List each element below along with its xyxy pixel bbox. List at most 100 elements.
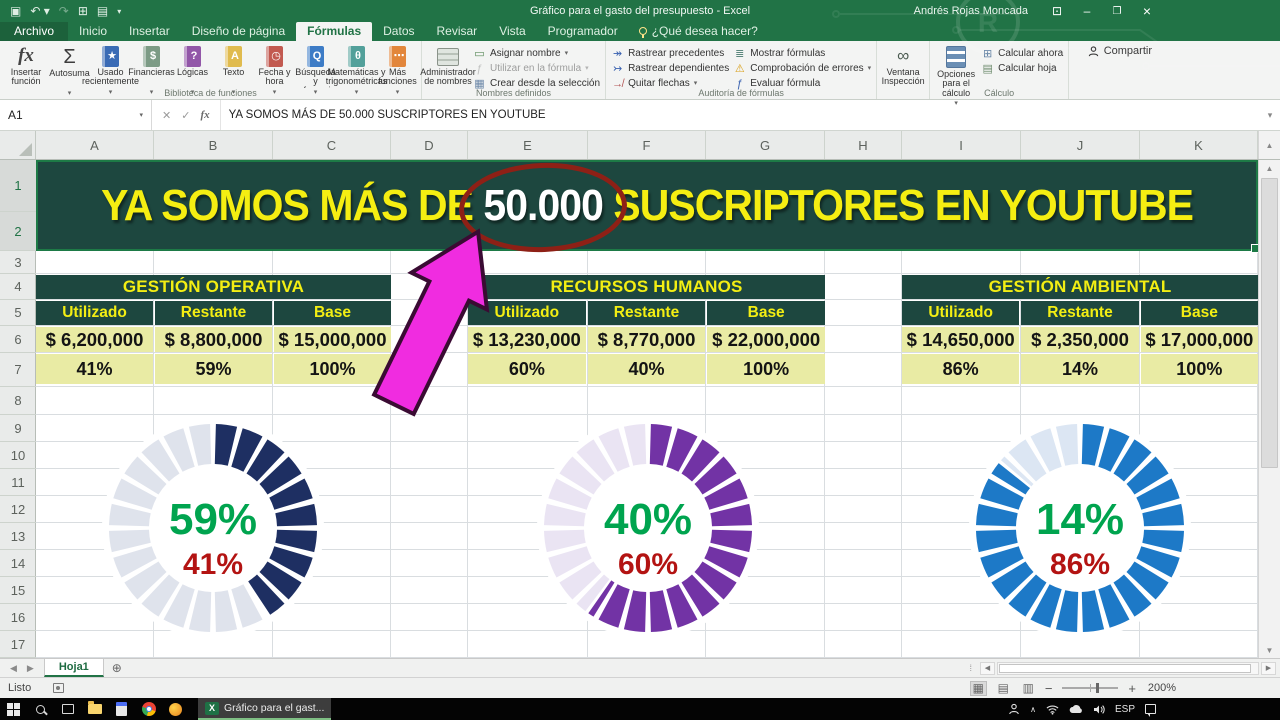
- table-amount-cell[interactable]: $ 22,000,000: [707, 327, 825, 352]
- row-header-9[interactable]: 9: [0, 415, 36, 442]
- row-header-8[interactable]: 8: [0, 387, 36, 415]
- donut-chart-3[interactable]: 14%86%: [964, 412, 1196, 644]
- ribbon-button-logical[interactable]: ? Lógicas ▾: [172, 44, 213, 96]
- view-page-layout-icon[interactable]: ▤: [997, 681, 1009, 695]
- scrollbar-resize-dots[interactable]: ⁞: [969, 663, 972, 673]
- language-indicator[interactable]: ESP: [1114, 703, 1135, 715]
- row-header-14[interactable]: 14: [0, 550, 36, 577]
- expand-formula-bar-icon[interactable]: ▾: [1267, 109, 1273, 120]
- column-header-i[interactable]: I: [902, 131, 1021, 159]
- table-amount-cell[interactable]: $ 14,650,000: [902, 327, 1020, 352]
- ribbon-button-trace-dependents[interactable]: ↣ Rastrear dependientes: [612, 62, 730, 75]
- table-percent-cell[interactable]: 86%: [902, 354, 1020, 384]
- table-percent-cell[interactable]: 100%: [274, 354, 391, 384]
- row-header-16[interactable]: 16: [0, 604, 36, 631]
- ribbon-button-calculate-sheet[interactable]: ▤ Calcular hoja: [982, 62, 1057, 75]
- zoom-level[interactable]: 200%: [1147, 682, 1176, 694]
- row-header-2[interactable]: 2: [0, 212, 36, 251]
- table-percent-cell[interactable]: 100%: [707, 354, 825, 384]
- ribbon-button-text[interactable]: A Texto ▾: [213, 44, 254, 96]
- wifi-icon[interactable]: [1046, 704, 1059, 715]
- view-page-break-icon[interactable]: ▥: [1022, 681, 1034, 695]
- table-amount-cell[interactable]: $ 17,000,000: [1140, 327, 1258, 352]
- ribbon-button-watch-window[interactable]: ∞ Ventana Inspección: [881, 46, 925, 87]
- ribbon-button-error-checking[interactable]: ⚠ Comprobación de errores ▾: [734, 62, 872, 75]
- ribbon-button-recently-used[interactable]: ★ Usado recientemente ▾: [82, 44, 139, 96]
- ribbon-button-evaluate-formula[interactable]: ƒ Evaluar fórmula: [731, 77, 873, 90]
- row-header-6[interactable]: 6: [0, 326, 36, 353]
- close-button[interactable]: ×: [1142, 3, 1152, 19]
- row-header-4[interactable]: 4: [0, 274, 36, 300]
- scroll-right-icon[interactable]: ▶: [1261, 661, 1276, 675]
- row-header-7[interactable]: 7: [0, 353, 36, 387]
- task-view-button[interactable]: [54, 698, 81, 720]
- table-percent-cell[interactable]: 60%: [468, 354, 586, 384]
- row-header-1[interactable]: 1: [0, 160, 36, 212]
- scroll-up-icon[interactable]: ▲: [1258, 131, 1280, 159]
- calculator-button[interactable]: [108, 698, 135, 720]
- ribbon-button-define-name[interactable]: ▭ Asignar nombre ▾: [474, 47, 569, 60]
- table-amount-cell[interactable]: $ 8,770,000: [587, 327, 706, 352]
- tab-vista[interactable]: Vista: [499, 24, 526, 38]
- sheet-nav-next-icon[interactable]: ▶: [26, 662, 34, 673]
- column-header-h[interactable]: H: [825, 131, 902, 159]
- enter-formula-icon[interactable]: ✓: [181, 109, 191, 122]
- restore-button[interactable]: ❐: [1112, 5, 1122, 17]
- table-amount-cell[interactable]: $ 2,350,000: [1021, 327, 1139, 352]
- redo-button[interactable]: ↷: [58, 4, 69, 18]
- ribbon-button-financial[interactable]: $ Financieras ▾: [128, 44, 175, 96]
- start-button[interactable]: [0, 698, 27, 720]
- file-explorer-button[interactable]: [81, 698, 108, 720]
- column-header-k[interactable]: K: [1140, 131, 1258, 159]
- vertical-scrollbar[interactable]: ▲ ▼: [1258, 160, 1280, 658]
- onedrive-cloud-icon[interactable]: [1069, 704, 1083, 714]
- zoom-out-icon[interactable]: −: [1044, 680, 1053, 696]
- donut-chart-2[interactable]: 40%60%: [532, 412, 764, 644]
- formula-input[interactable]: YA SOMOS MÁS DE 50.000 SUSCRIPTORES EN Y…: [228, 109, 546, 121]
- ribbon-button-math-trig[interactable]: θ Matemáticas y trigonométricas ▾: [326, 44, 387, 96]
- row-header-3[interactable]: 3: [0, 251, 36, 274]
- sheet-tab-hoja1[interactable]: Hoja1: [43, 659, 104, 677]
- minimize-button[interactable]: –: [1083, 4, 1091, 18]
- tab-programador[interactable]: Programador: [547, 24, 618, 38]
- ribbon-button-date-time[interactable]: ◷ Fecha y hora ▾: [254, 44, 295, 96]
- ribbon-button-create-from-selection[interactable]: ▦ Crear desde la selección: [474, 77, 601, 90]
- taskbar-search-button[interactable]: [27, 698, 54, 720]
- app-button[interactable]: [162, 698, 189, 720]
- zoom-slider[interactable]: [1062, 683, 1119, 693]
- ribbon-button-use-in-formula[interactable]: ƒ Utilizar en la fórmula ▾: [471, 62, 602, 75]
- column-header-e[interactable]: E: [468, 131, 588, 159]
- column-header-a[interactable]: A: [36, 131, 154, 159]
- horizontal-scroll-thumb[interactable]: [999, 663, 1251, 673]
- table-percent-cell[interactable]: 59%: [155, 354, 272, 384]
- scroll-up-icon[interactable]: ▲: [1259, 160, 1280, 176]
- row-header-17[interactable]: 17: [0, 631, 36, 658]
- ribbon-button-more-functions[interactable]: ⋯ Más funciones ▾: [377, 44, 418, 96]
- ribbon-button-show-formulas[interactable]: ≣ Mostrar fórmulas: [735, 47, 826, 60]
- share-button[interactable]: Compartir: [1088, 45, 1152, 57]
- people-tray-icon[interactable]: [1008, 703, 1020, 715]
- table-amount-cell[interactable]: $ 13,230,000: [468, 327, 586, 352]
- vertical-scroll-thumb[interactable]: [1261, 178, 1278, 468]
- new-sheet-button[interactable]: ⊕: [111, 661, 122, 675]
- column-header-d[interactable]: D: [391, 131, 468, 159]
- tab-inicio[interactable]: Inicio: [79, 24, 108, 38]
- donut-chart-1[interactable]: 59%41%: [97, 412, 329, 644]
- hidden-icons-chevron[interactable]: ∧: [1030, 704, 1036, 714]
- zoom-slider-thumb[interactable]: [1096, 683, 1100, 693]
- column-header-c[interactable]: C: [273, 131, 391, 159]
- clipboard-quick-icon[interactable]: ▤: [96, 4, 109, 18]
- banner-cell-a1[interactable]: YA SOMOS MÁS DE 50.000 SUSCRIPTORES EN Y…: [36, 160, 1258, 253]
- row-header-13[interactable]: 13: [0, 523, 36, 550]
- ribbon-button-trace-precedents[interactable]: ↠ Rastrear precedentes: [612, 47, 725, 60]
- view-normal-icon[interactable]: ▦: [969, 680, 987, 696]
- sheet-nav-prev-icon[interactable]: ◀: [10, 662, 17, 673]
- name-box[interactable]: A1 ▾: [0, 100, 152, 130]
- insert-function-icon[interactable]: fx: [200, 109, 210, 121]
- tab-revisar[interactable]: Revisar: [436, 24, 478, 38]
- table-amount-cell[interactable]: $ 8,800,000: [155, 327, 272, 352]
- ribbon-button-calculate-now[interactable]: ⊞ Calcular ahora: [983, 47, 1064, 60]
- table-percent-cell[interactable]: 100%: [1140, 354, 1258, 384]
- horizontal-scrollbar[interactable]: [997, 661, 1259, 675]
